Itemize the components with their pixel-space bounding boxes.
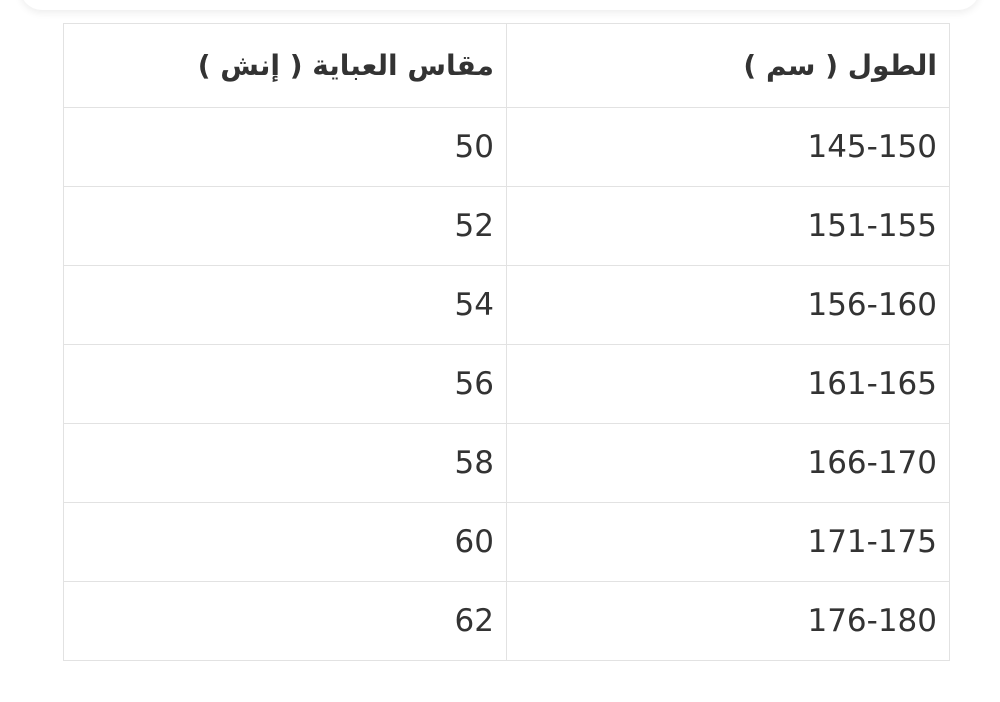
height-cell: 171-175 xyxy=(506,502,950,582)
height-cell: 145-150 xyxy=(506,107,950,187)
table-row: 176-180 62 xyxy=(63,581,950,661)
height-cell: 166-170 xyxy=(506,423,950,503)
table-row: 166-170 58 xyxy=(63,423,950,503)
size-cell: 62 xyxy=(63,581,507,661)
table-row: 151-155 52 xyxy=(63,186,950,266)
table-row: 145-150 50 xyxy=(63,107,950,187)
size-cell: 60 xyxy=(63,502,507,582)
size-cell: 58 xyxy=(63,423,507,503)
height-cell: 161-165 xyxy=(506,344,950,424)
header-height-cm: الطول ( سم ) xyxy=(506,23,950,108)
height-cell: 176-180 xyxy=(506,581,950,661)
height-cell: 156-160 xyxy=(506,265,950,345)
table-row: 171-175 60 xyxy=(63,502,950,582)
size-cell: 50 xyxy=(63,107,507,187)
size-chart-table: الطول ( سم ) مقاس العباية ( إنش ) 145-15… xyxy=(63,23,950,661)
size-cell: 56 xyxy=(63,344,507,424)
table-header-row: الطول ( سم ) مقاس العباية ( إنش ) xyxy=(63,23,950,108)
size-cell: 52 xyxy=(63,186,507,266)
table-row: 156-160 54 xyxy=(63,265,950,345)
height-cell: 151-155 xyxy=(506,186,950,266)
top-edge-shadow xyxy=(20,0,980,10)
table-row: 161-165 56 xyxy=(63,344,950,424)
size-cell: 54 xyxy=(63,265,507,345)
header-abaya-size-inch: مقاس العباية ( إنش ) xyxy=(63,23,507,108)
